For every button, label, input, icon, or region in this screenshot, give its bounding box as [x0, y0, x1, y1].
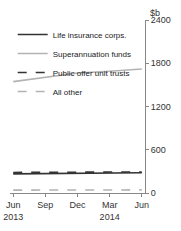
svg-text:Life insurance corps.: Life insurance corps.	[53, 31, 127, 40]
svg-text:1800: 1800	[151, 58, 171, 68]
svg-text:0: 0	[151, 188, 156, 198]
svg-text:Jun: Jun	[135, 200, 150, 210]
svg-text:Dec: Dec	[69, 200, 86, 210]
svg-text:2400: 2400	[151, 15, 171, 25]
svg-text:All other: All other	[53, 88, 83, 97]
svg-text:Jun2013: Jun2013	[3, 200, 23, 222]
svg-text:600: 600	[151, 145, 166, 155]
svg-text:Public offer unit trusts: Public offer unit trusts	[53, 69, 130, 78]
svg-text:$b: $b	[150, 8, 160, 18]
svg-text:Mar2014: Mar2014	[100, 200, 120, 222]
svg-text:Superannuation funds: Superannuation funds	[53, 50, 131, 59]
svg-text:1200: 1200	[151, 102, 171, 112]
svg-text:Sep: Sep	[37, 200, 53, 210]
